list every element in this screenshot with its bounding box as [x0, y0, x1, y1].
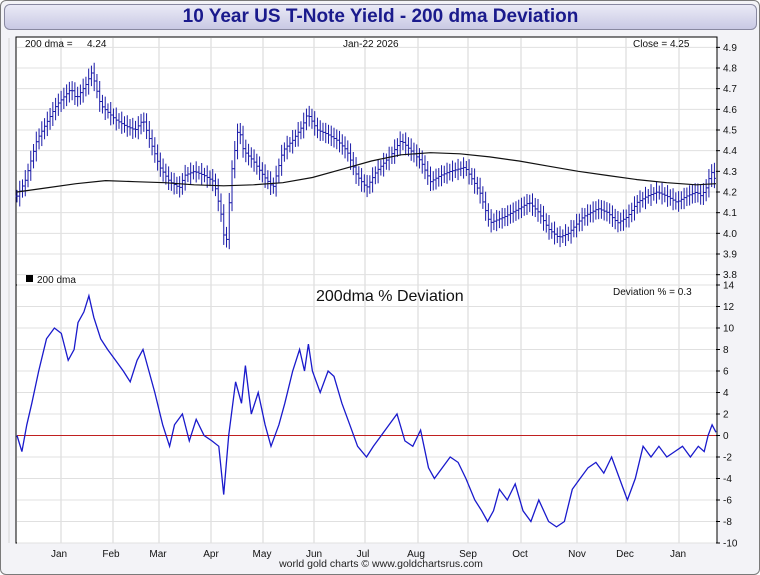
x-tick-label: Jan [670, 549, 686, 560]
x-tick-label: Dec [616, 549, 634, 560]
deviation-title: 200dma % Deviation [316, 288, 464, 305]
deviation-tick-label: -6 [723, 496, 732, 507]
x-tick-label: May [253, 549, 272, 560]
x-tick-label: Nov [568, 549, 586, 560]
x-tick-label: Mar [149, 549, 167, 560]
deviation-tick-label: 8 [723, 345, 729, 356]
x-tick-label: Apr [203, 549, 219, 560]
legend-label: 200 dma [37, 275, 76, 286]
deviation-tick-label: -10 [723, 539, 738, 550]
close-label: Close = 4.25 [633, 39, 690, 50]
price-tick-label: 4.9 [723, 43, 737, 54]
date-label: Jan-22 2026 [343, 39, 399, 50]
price-tick-label: 4.5 [723, 126, 737, 137]
price-tick-label: 4.6 [723, 105, 737, 116]
deviation-series [16, 293, 717, 528]
deviation-tick-label: -4 [723, 474, 732, 485]
x-tick-label: Aug [407, 549, 425, 560]
deviation-tick-label: 2 [723, 410, 729, 421]
chart-title-bar: 10 Year US T-Note Yield - 200 dma Deviat… [4, 4, 757, 30]
dma-label: 200 dma = [25, 39, 73, 50]
price-tick-label: 4.0 [723, 229, 737, 240]
price-tick-label: 4.1 [723, 208, 737, 219]
deviation-tick-label: 10 [723, 324, 735, 335]
deviation-tick-label: -2 [723, 453, 732, 464]
footer-credit: world gold charts © www.goldchartsrus.co… [279, 558, 483, 570]
price-tick-label: 4.8 [723, 64, 737, 75]
deviation-tick-label: 12 [723, 302, 735, 313]
dma-200-line [16, 152, 717, 193]
dma-value: 4.24 [87, 39, 107, 50]
x-tick-label: Jan [51, 549, 67, 560]
x-tick-label: Jun [306, 549, 322, 560]
deviation-tick-label: 0 [723, 431, 729, 442]
price-tick-label: 4.2 [723, 188, 737, 199]
price-tick-label: 4.3 [723, 167, 737, 178]
deviation-tick-label: -8 [723, 517, 732, 528]
chart-title: 10 Year US T-Note Yield - 200 dma Deviat… [182, 6, 579, 27]
x-tick-label: Jul [357, 549, 370, 560]
x-tick-label: Feb [102, 549, 120, 560]
axis-labels: Jan Feb Mar Apr May Jun Jul Aug Sep Oct Nov Dec Jan 4… [51, 43, 738, 560]
deviation-tick-label: 14 [723, 281, 735, 292]
price-series [15, 62, 717, 250]
price-tick-label: 3.9 [723, 250, 737, 261]
deviation-tick-label: 6 [723, 367, 729, 378]
legend-swatch [26, 275, 33, 282]
deviation-tick-label: 4 [723, 388, 729, 399]
x-tick-label: Oct [512, 549, 528, 560]
deviation-value-label: Deviation % = 0.3 [613, 287, 692, 298]
price-tick-label: 4.4 [723, 146, 737, 157]
price-panel [15, 36, 718, 286]
x-tick-label: Sep [459, 549, 477, 560]
deviation-line [16, 293, 717, 528]
price-tick-label: 3.8 [723, 270, 737, 281]
price-tick-label: 4.7 [723, 84, 737, 95]
